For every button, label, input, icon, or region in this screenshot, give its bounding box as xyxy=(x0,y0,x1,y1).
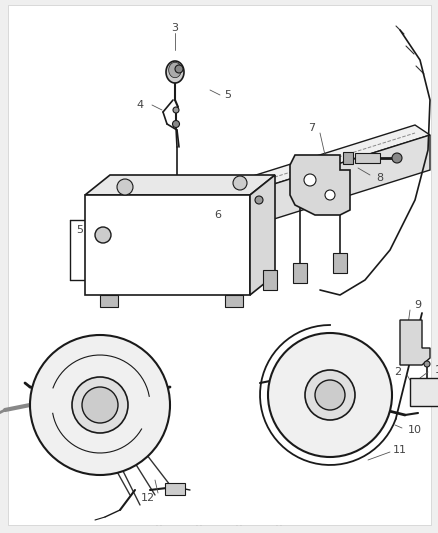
Text: 5: 5 xyxy=(76,225,83,235)
Text: . .                 . .                 . .                 . .: . . . . . . . . xyxy=(155,522,281,528)
Polygon shape xyxy=(399,320,429,365)
Bar xyxy=(292,263,306,283)
Circle shape xyxy=(72,377,128,433)
Polygon shape xyxy=(168,62,181,78)
Circle shape xyxy=(314,380,344,410)
Polygon shape xyxy=(166,61,184,83)
Circle shape xyxy=(254,196,262,204)
Bar xyxy=(354,153,379,163)
Polygon shape xyxy=(254,135,429,225)
Bar xyxy=(332,253,346,273)
Polygon shape xyxy=(85,195,249,295)
Circle shape xyxy=(423,361,429,367)
Text: 12: 12 xyxy=(141,493,155,503)
Bar xyxy=(225,295,243,307)
Text: 11: 11 xyxy=(392,445,406,455)
Circle shape xyxy=(30,335,170,475)
Bar xyxy=(100,295,118,307)
Polygon shape xyxy=(240,125,429,190)
Circle shape xyxy=(172,120,179,127)
Text: 7: 7 xyxy=(308,123,315,133)
Circle shape xyxy=(117,179,133,195)
Bar xyxy=(165,483,184,495)
Circle shape xyxy=(233,176,247,190)
Circle shape xyxy=(324,190,334,200)
Text: 1: 1 xyxy=(434,365,438,375)
Polygon shape xyxy=(290,155,349,215)
Circle shape xyxy=(175,65,183,73)
Bar xyxy=(262,270,276,290)
Circle shape xyxy=(304,370,354,420)
Bar xyxy=(409,378,438,406)
Text: 4: 4 xyxy=(136,100,143,110)
Circle shape xyxy=(95,227,111,243)
Circle shape xyxy=(303,174,315,186)
Circle shape xyxy=(82,387,118,423)
Text: 8: 8 xyxy=(375,173,383,183)
Text: 3: 3 xyxy=(171,23,178,33)
Text: 9: 9 xyxy=(413,300,420,310)
Text: 5: 5 xyxy=(224,90,231,100)
Bar xyxy=(342,152,352,164)
Circle shape xyxy=(267,333,391,457)
Polygon shape xyxy=(249,175,274,295)
Text: 10: 10 xyxy=(407,425,421,435)
Text: 2: 2 xyxy=(393,367,401,377)
Circle shape xyxy=(391,153,401,163)
Text: 6: 6 xyxy=(214,210,221,220)
Circle shape xyxy=(173,107,179,113)
Polygon shape xyxy=(85,175,274,195)
